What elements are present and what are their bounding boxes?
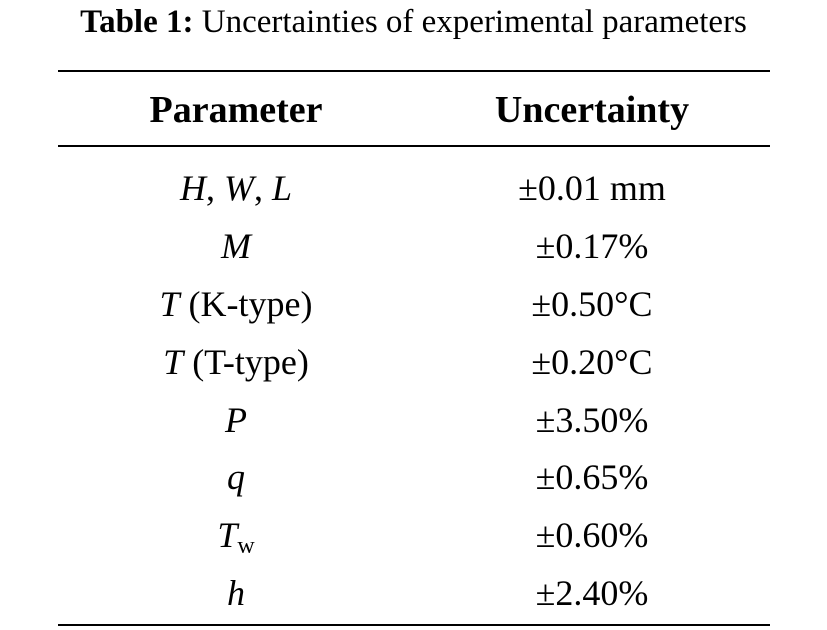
parameter-note: (T-type) [183,341,309,382]
parameter-symbol: T [163,341,184,382]
parameter-separator: , [205,168,224,208]
table-row: P ±3.50% [58,392,770,450]
parameter-cell: h [58,565,414,623]
table-row: T (T-type) ±0.20°C [58,334,770,392]
table-row: q ±0.65% [58,449,770,507]
table-row: H, W, L ±0.01 mm [58,160,770,218]
caption-text: Uncertainties of experimental parameters [193,4,747,40]
table-body: H, W, L ±0.01 mm M ±0.17% T (K-type) ±0.… [58,160,770,623]
table-row: M ±0.17% [58,218,770,276]
uncertainty-cell: ±0.65% [535,457,649,498]
parameter-symbol: q [227,457,245,498]
parameter-cell: Tw [58,507,414,576]
parameter-symbol: h [227,573,245,614]
parameter-note: (K-type) [179,283,313,324]
parameter-cell: P [58,392,414,450]
uncertainty-cell: ±0.50°C [531,283,653,324]
parameter-symbol: H [179,168,206,208]
top-rule [58,70,770,72]
table-row: h ±2.40% [58,565,770,623]
uncertainty-cell: ±3.50% [535,399,649,440]
parameter-symbol: M [221,225,251,266]
parameter-symbol: T [159,283,180,324]
uncertainty-cell: ±0.60% [535,515,649,556]
header-rule [58,145,770,147]
table-caption: Table 1: Uncertainties of experimental p… [0,0,827,44]
parameter-symbol: P [225,399,247,440]
table-row: Tw ±0.60% [58,507,770,565]
parameter-symbol: L [271,168,293,208]
parameter-subscript: w [237,533,255,560]
uncertainty-cell: ±0.01 mm [518,168,666,208]
parameter-cell: H, W, L [58,160,414,218]
table-row: T (K-type) ±0.50°C [58,276,770,334]
parameter-cell: T (T-type) [58,334,414,392]
parameter-symbol: T [217,515,238,556]
table-header-row: Parameter Uncertainty [58,82,770,138]
header-uncertainty: Uncertainty [494,89,690,131]
uncertainty-cell: ±2.40% [535,573,649,614]
uncertainty-cell: ±0.20°C [531,341,653,382]
parameter-cell: T (K-type) [58,276,414,334]
caption-label: Table 1: [80,4,194,40]
uncertainty-cell: ±0.17% [535,225,649,266]
header-parameter: Parameter [149,89,323,131]
bottom-rule [58,624,770,626]
parameter-separator: , [253,168,272,208]
parameter-cell: M [58,218,414,276]
parameter-cell: q [58,449,414,507]
parameter-symbol: W [223,168,254,208]
